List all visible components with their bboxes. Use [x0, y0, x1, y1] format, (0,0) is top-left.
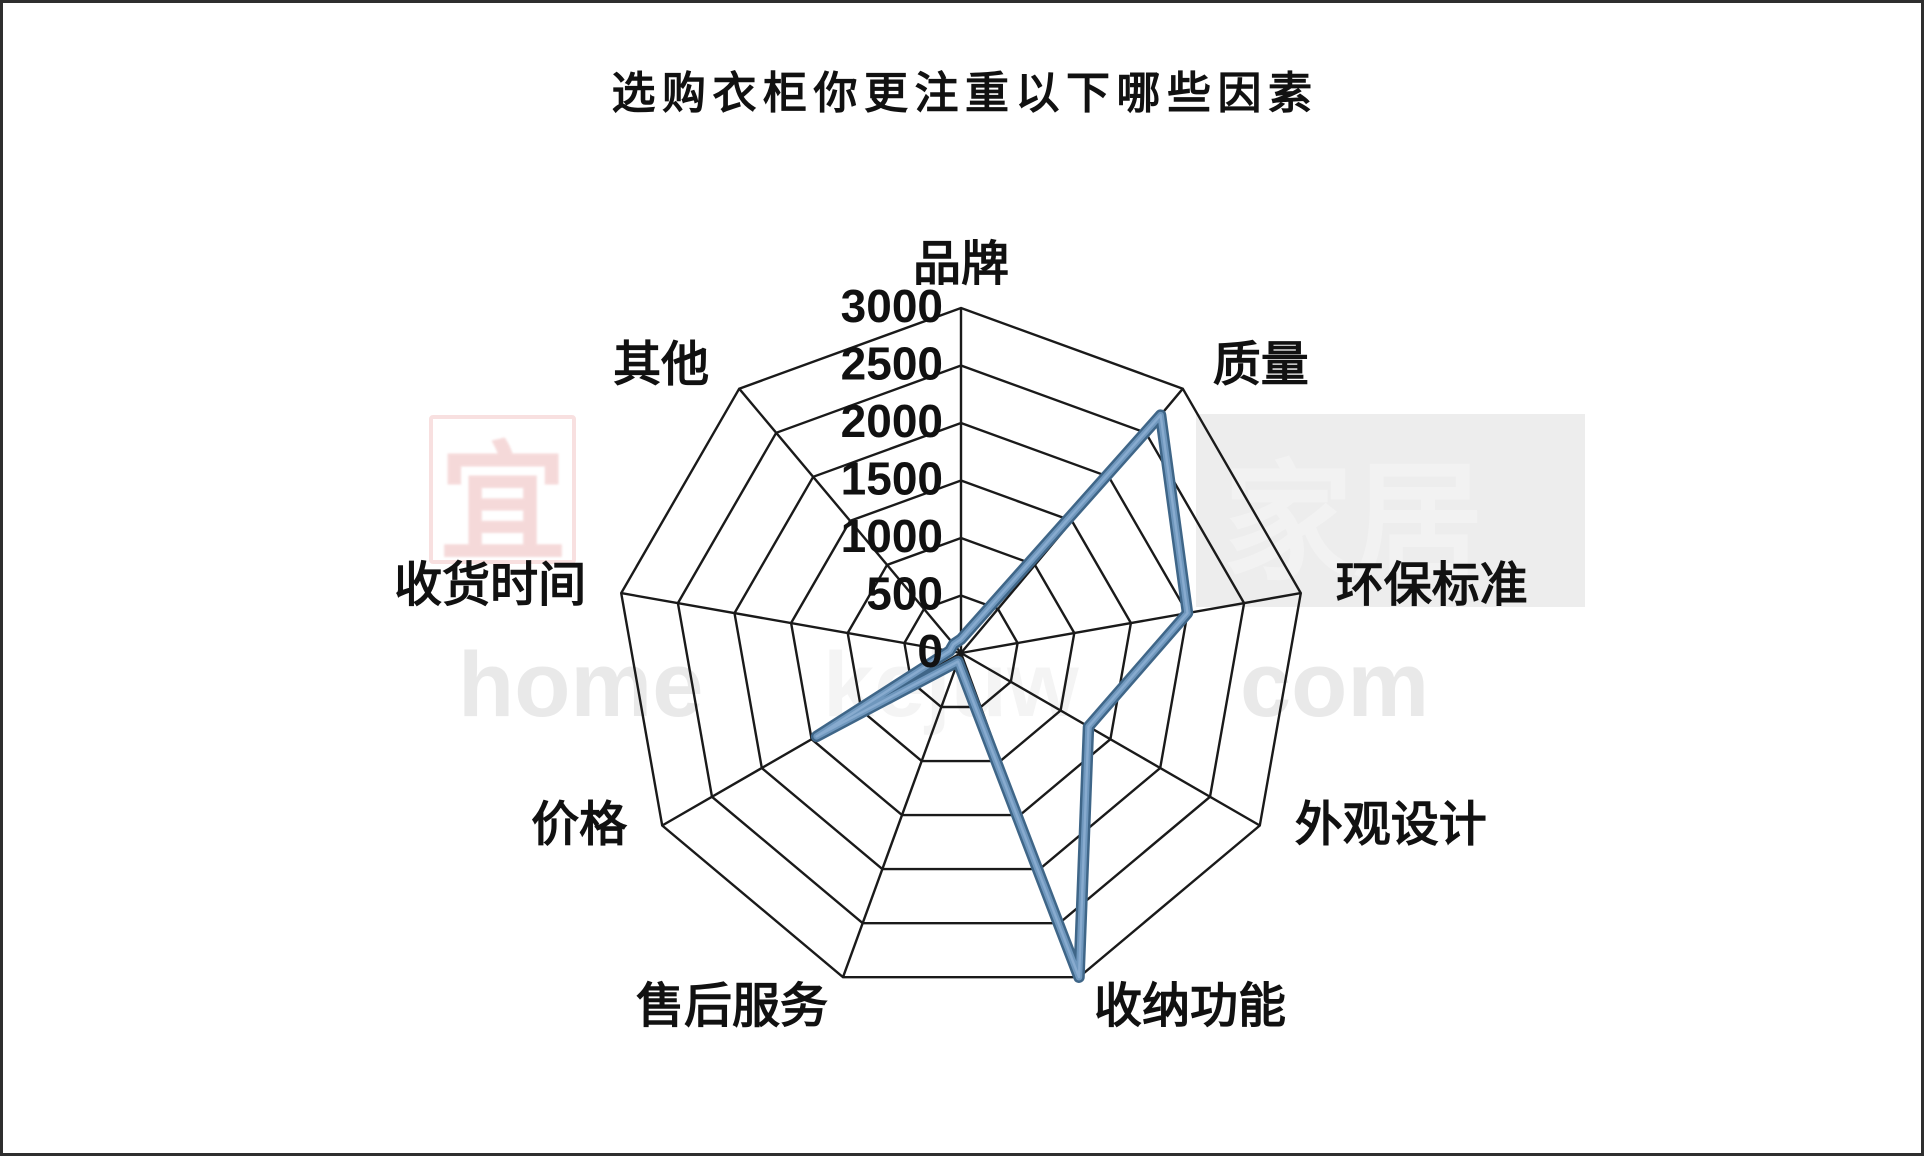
svg-text:售后服务: 售后服务 [636, 980, 828, 1033]
svg-text:收纳功能: 收纳功能 [1094, 980, 1286, 1033]
svg-text:500: 500 [866, 568, 943, 620]
svg-text:2500: 2500 [841, 338, 943, 390]
svg-text:3000: 3000 [841, 280, 943, 332]
svg-text:其他: 其他 [613, 339, 709, 392]
svg-text:2000: 2000 [841, 395, 943, 447]
svg-text:1000: 1000 [841, 510, 943, 562]
svg-text:质量: 质量 [1213, 339, 1309, 392]
svg-text:收货时间: 收货时间 [394, 559, 586, 612]
svg-text:0: 0 [917, 625, 943, 677]
svg-text:外观设计: 外观设计 [1295, 799, 1487, 852]
svg-text:1500: 1500 [841, 453, 943, 505]
svg-text:环保标准: 环保标准 [1336, 559, 1528, 612]
svg-text:价格: 价格 [531, 799, 628, 852]
